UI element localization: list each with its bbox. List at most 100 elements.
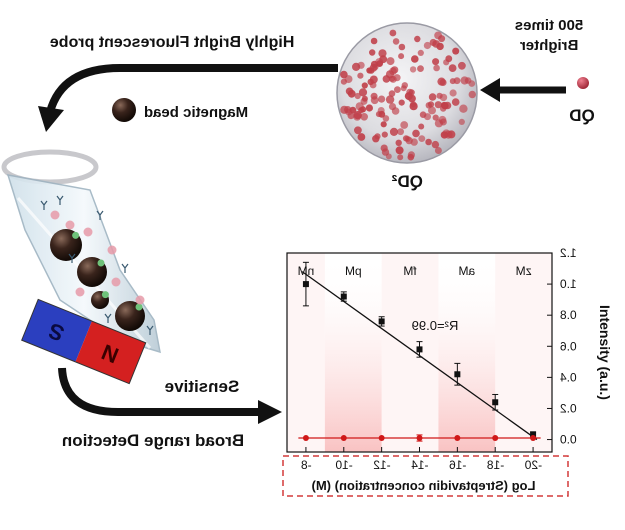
x-axis-label: Log (Streptavidin concentration) (M) — [312, 478, 536, 493]
y-tick-label: 0.8 — [560, 308, 577, 322]
qd2-dot — [361, 82, 368, 89]
qd2-dot — [382, 115, 390, 122]
qd2-dot — [468, 80, 476, 87]
qd2-dot — [397, 128, 404, 136]
data-point — [530, 435, 537, 442]
data-point — [378, 435, 385, 442]
qd2-dot — [340, 70, 348, 79]
qd2-dot — [404, 135, 411, 142]
qd2-dot — [380, 144, 388, 152]
qd-label: QD — [569, 106, 595, 125]
qd2-dot — [380, 121, 387, 128]
qd2-dot — [385, 70, 395, 79]
data-point — [302, 281, 309, 288]
antibody-glyph — [56, 195, 64, 205]
qd2-dot — [447, 130, 456, 139]
qd2-dot — [395, 146, 404, 155]
x-tick-label: -18 — [487, 458, 505, 472]
qd2-dot — [345, 87, 354, 95]
qd2-dot — [392, 38, 400, 45]
qd2-dot — [452, 47, 460, 55]
antibody-glyph — [121, 263, 129, 273]
qd2-dot — [340, 78, 347, 85]
antibody-glyph — [40, 200, 48, 210]
bound-probe — [97, 259, 105, 267]
qd2-dot — [417, 65, 424, 72]
qd2-dot — [385, 153, 392, 160]
arrow-tube-to-chart — [58, 367, 262, 416]
bound-probe — [101, 291, 109, 299]
free-qd-particle — [135, 295, 145, 305]
qd2-dot — [437, 77, 446, 86]
qd2-dot — [451, 98, 460, 106]
qd2-dot — [436, 92, 443, 99]
qd2-dot — [407, 153, 415, 161]
qd-dot — [577, 77, 589, 89]
qd2-dot — [352, 62, 361, 71]
qd2-label: QD² — [391, 172, 423, 191]
broad-range-label: Broad range Detection — [62, 431, 244, 450]
qd2-dot — [389, 29, 397, 37]
qd2-dot — [409, 66, 417, 73]
r-squared-annotation: R²=0.99 — [412, 318, 459, 333]
chart: nM pM fM aM zM0.00.20.40.60.81.01.2Intensity… — [282, 246, 613, 497]
y-tick-label: 0.0 — [560, 433, 577, 447]
sensitive-label: Sensitive — [165, 377, 240, 396]
qd2-dot — [385, 95, 395, 104]
qd2-dot — [345, 108, 353, 116]
x-tick-label: -16 — [449, 458, 467, 472]
data-point — [302, 435, 309, 442]
unit-band-label: pM — [345, 264, 362, 278]
antibody-glyph — [104, 313, 112, 323]
qd2-dot — [378, 110, 386, 118]
magnetic-bead-label: Magnetic bead — [144, 104, 248, 121]
qd2-dot — [459, 104, 468, 113]
qd2-dot — [427, 101, 435, 108]
y-axis-label: Intensity (a.u.) — [597, 305, 613, 400]
qd2-dot — [445, 55, 453, 63]
qd2-dot — [431, 140, 440, 149]
unit-band-label: zM — [516, 264, 532, 278]
y-tick-label: 1.0 — [560, 277, 577, 291]
test-tube — [1, 149, 161, 354]
qd2-dot — [400, 121, 409, 129]
arrow-probe-to-tube-head — [38, 106, 64, 132]
magnetic-bead-legend-icon — [112, 98, 136, 122]
qd2-dot — [357, 72, 364, 79]
qd2-dot — [366, 67, 373, 74]
qd2-dot — [398, 99, 405, 106]
x-range-highlight — [282, 455, 569, 497]
qd2-dot — [397, 154, 404, 161]
magnet-s-pole — [21, 299, 92, 362]
qd2-dot — [372, 135, 380, 143]
data-point — [340, 435, 347, 442]
qd2-dot — [432, 40, 440, 48]
qd2-sphere — [336, 22, 478, 164]
tube-contents — [40, 195, 154, 335]
qd2-dot — [401, 82, 408, 89]
data-point — [378, 318, 385, 325]
x-tick-label: -12 — [373, 458, 391, 472]
qd2-dot — [453, 77, 461, 85]
unit-band — [495, 253, 552, 452]
qd2-dot — [434, 147, 442, 154]
brighter-label-line1: 500 times — [515, 17, 583, 34]
data-point — [416, 346, 423, 353]
qd2-dot — [410, 138, 418, 146]
qd2-dot — [417, 49, 424, 57]
qd2-dot — [360, 113, 369, 121]
qd2-dot — [369, 75, 378, 84]
qd2-dot — [386, 57, 395, 66]
qd2-dot — [357, 133, 366, 141]
qd2-dot — [458, 61, 466, 70]
qd2-dot — [375, 58, 384, 67]
data-point — [492, 399, 499, 406]
x-tick-label: -14 — [411, 458, 429, 472]
qd2-dot — [423, 41, 431, 50]
antibody-glyph — [146, 325, 154, 335]
qd2-dot — [378, 49, 387, 58]
qd2-dot — [354, 126, 362, 135]
qd2-dot — [389, 127, 399, 136]
data-point — [492, 435, 499, 442]
x-tick-label: -20 — [524, 458, 542, 472]
